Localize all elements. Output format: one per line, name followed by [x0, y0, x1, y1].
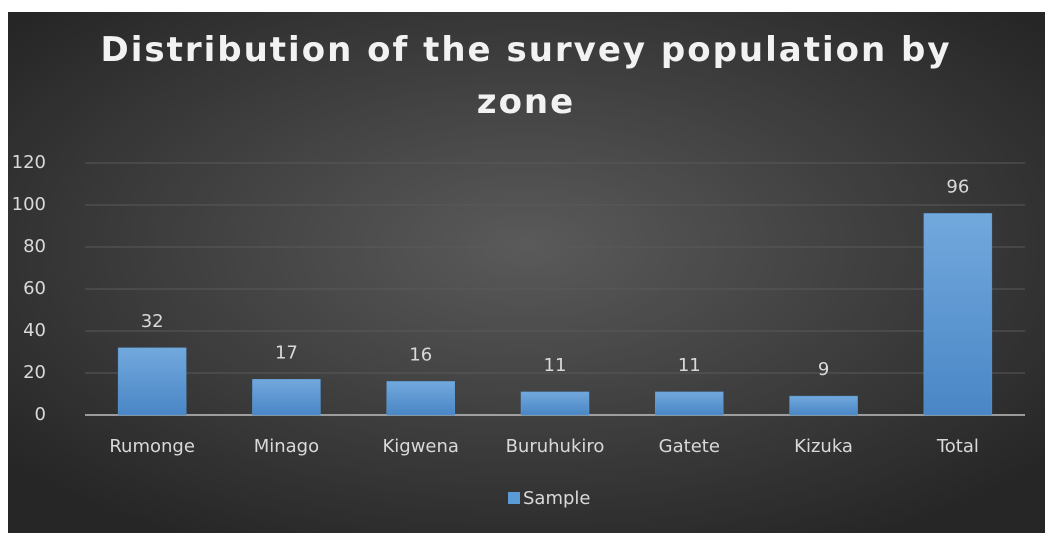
y-tick-label: 20: [23, 362, 46, 383]
bar: [386, 381, 455, 416]
x-tick-label: Total: [936, 436, 979, 457]
chart-title: Distribution of the survey population by…: [100, 30, 952, 122]
legend-label: Sample: [523, 488, 591, 509]
x-tick-label: Gatete: [659, 436, 720, 457]
y-tick-label: 80: [23, 236, 46, 257]
y-tick-label: 120: [12, 152, 46, 173]
y-tick-label: 60: [23, 278, 46, 299]
data-label: 32: [141, 311, 164, 332]
data-label: 11: [544, 355, 567, 376]
bar: [520, 391, 590, 416]
bar: [117, 347, 187, 416]
bar: [923, 213, 993, 416]
x-tick-label: Kigwena: [382, 436, 458, 457]
y-tick-label: 40: [23, 320, 46, 341]
y-tick-label: 0: [35, 404, 46, 425]
data-label: 16: [409, 344, 432, 365]
chart-background: [8, 12, 1045, 533]
data-label: 17: [275, 342, 298, 363]
x-tick-label: Minago: [254, 436, 319, 457]
x-tick-label: Kizuka: [794, 436, 853, 457]
y-tick-label: 100: [12, 194, 46, 215]
data-label: 9: [818, 359, 829, 380]
legend-swatch: [508, 492, 520, 504]
data-label: 11: [678, 355, 701, 376]
x-tick-label: Rumonge: [109, 436, 195, 457]
bar: [252, 379, 321, 416]
bar: [789, 395, 858, 416]
data-label: 96: [946, 176, 969, 197]
x-tick-label: Buruhukiro: [506, 436, 605, 457]
bar: [655, 391, 724, 416]
